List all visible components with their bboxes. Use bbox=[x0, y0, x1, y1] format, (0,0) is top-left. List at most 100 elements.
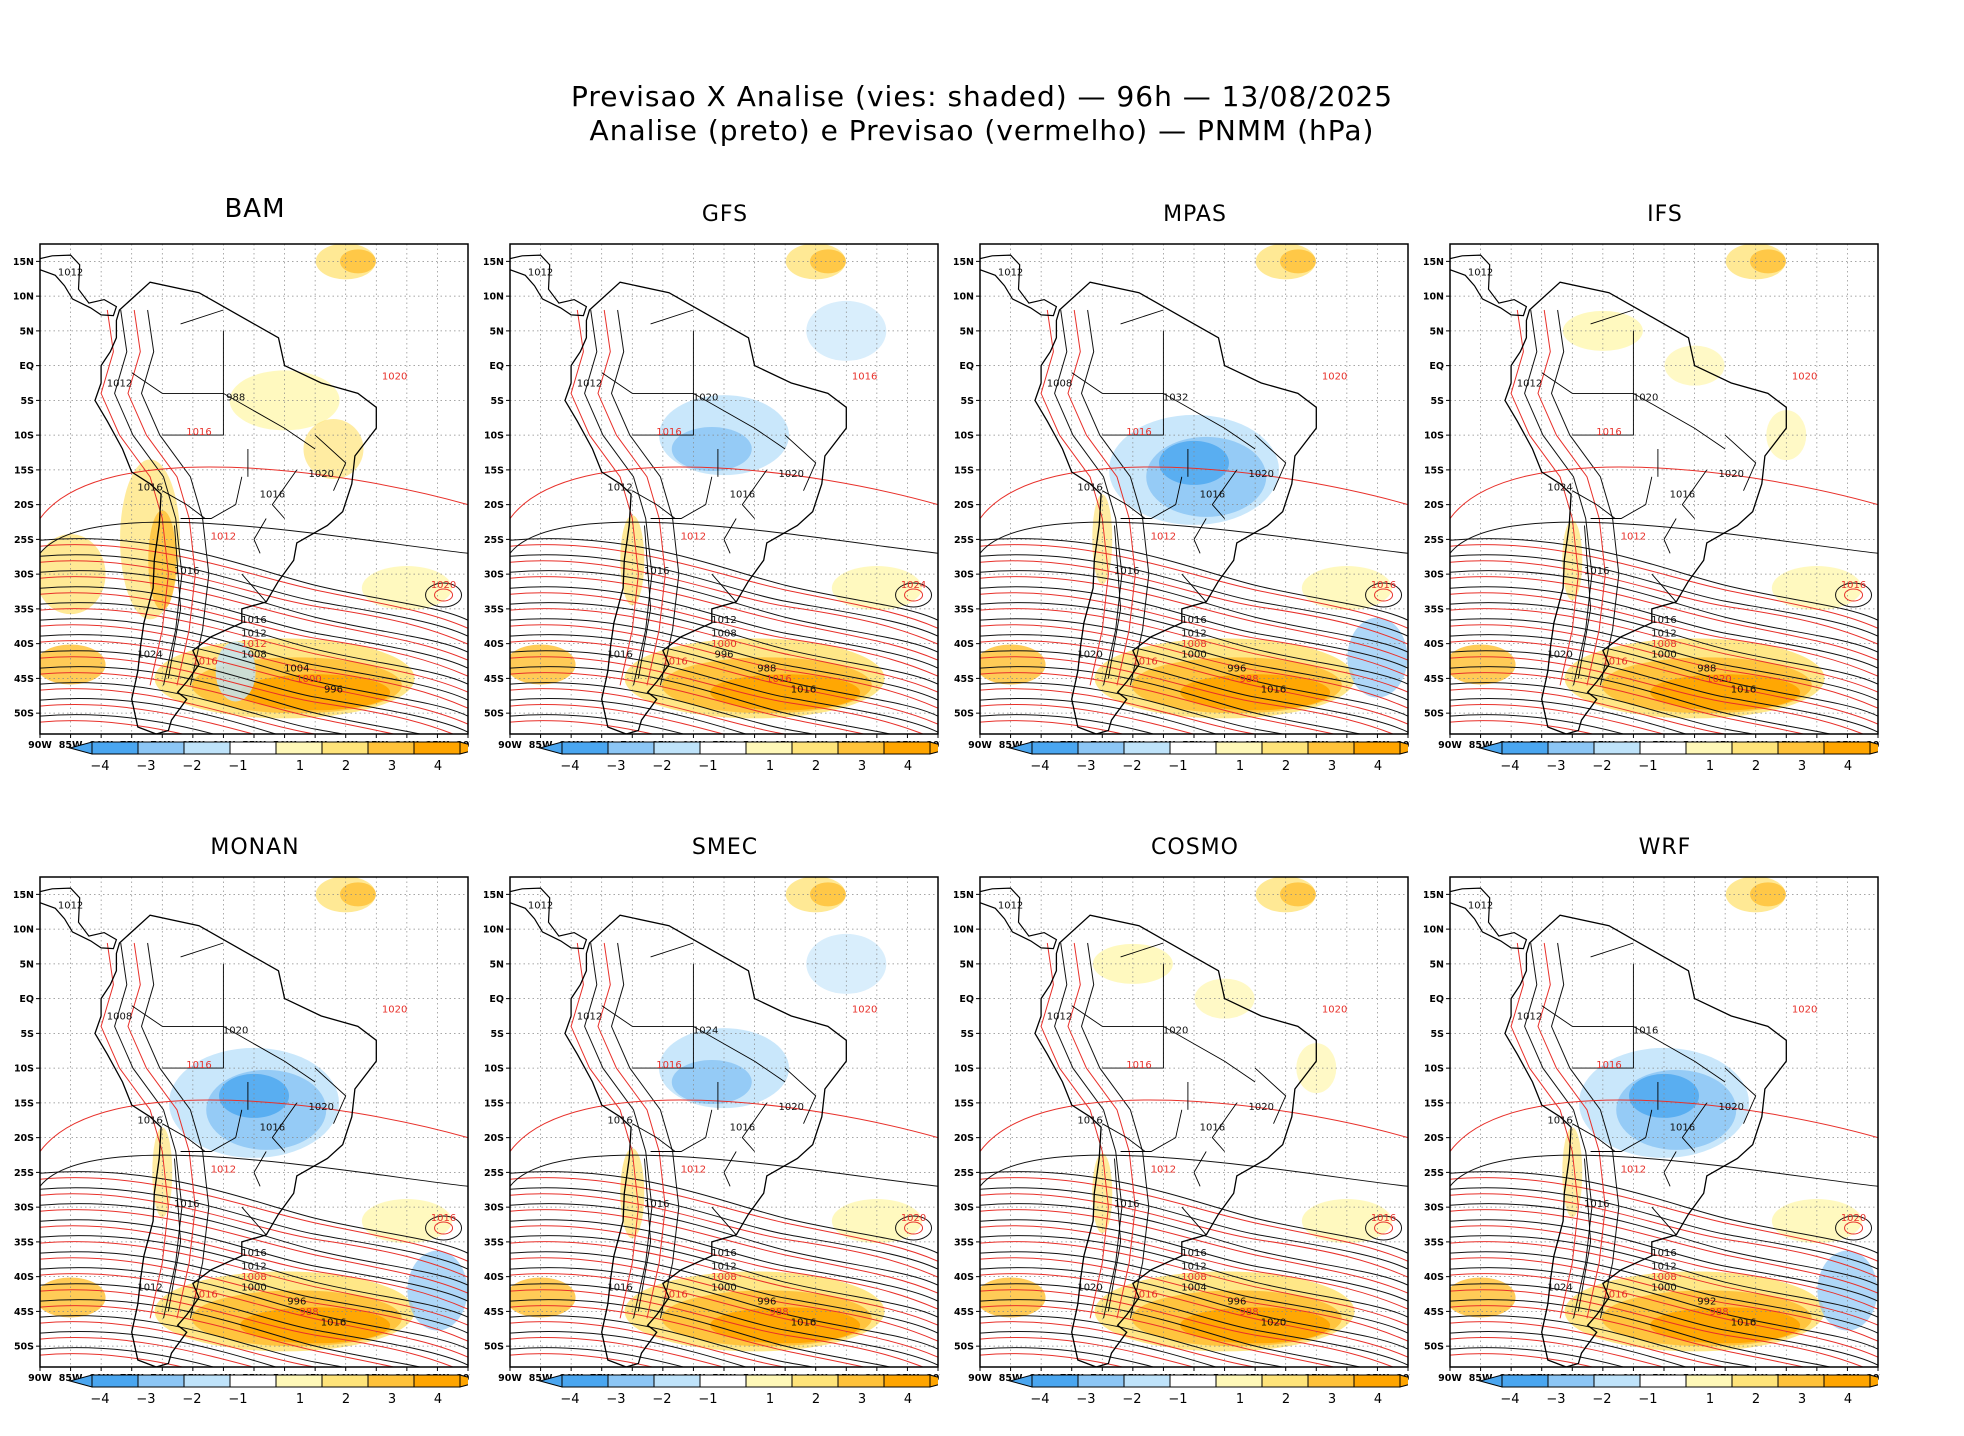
country-border bbox=[1590, 309, 1634, 325]
isobar-label: 1016 bbox=[137, 483, 162, 494]
colorbar-swatch bbox=[607, 741, 655, 755]
lat-tick-label: 5S bbox=[961, 396, 975, 407]
colorbar-label: 2 bbox=[1752, 1392, 1760, 1407]
analysis-isobar bbox=[40, 1347, 216, 1367]
isobar-label: 1012 bbox=[607, 483, 632, 494]
colorbar-label: −2 bbox=[182, 1392, 201, 1407]
lat-tick-label: 35S bbox=[484, 1237, 504, 1248]
isobar-label: 1016 bbox=[241, 1248, 266, 1259]
colorbar-swatch bbox=[837, 741, 885, 755]
map-monan: 1012101210081016101610161020102010161012… bbox=[13, 876, 470, 1384]
isobar-label: 1020 bbox=[693, 392, 718, 403]
isobar-label: 1016 bbox=[662, 656, 687, 667]
isobar-label: 1008 bbox=[1047, 378, 1072, 389]
colorbar-swatch bbox=[321, 741, 369, 755]
analysis-isobar bbox=[40, 1235, 468, 1318]
lat-tick-label: 10S bbox=[954, 431, 974, 442]
forecast-isobar bbox=[1040, 309, 1109, 686]
analysis-isobar bbox=[980, 1219, 1408, 1302]
colorbar-label: 2 bbox=[812, 759, 820, 774]
lat-tick-label: 5N bbox=[19, 326, 34, 337]
country-border bbox=[131, 1005, 163, 1027]
isobar-label: 1012 bbox=[711, 615, 736, 626]
country-border bbox=[601, 372, 633, 394]
isobar-label: 1000 bbox=[711, 639, 736, 650]
isobar-label: 1016 bbox=[186, 427, 211, 438]
analysis-isobar bbox=[1450, 714, 1626, 734]
lat-tick-label: 25S bbox=[954, 1168, 974, 1179]
colorbar-arrow-low bbox=[68, 741, 93, 755]
colorbar-swatch bbox=[1639, 1374, 1687, 1388]
lat-tick-label: 15S bbox=[954, 465, 974, 476]
colorbar-swatch bbox=[229, 741, 277, 755]
country-border bbox=[1572, 330, 1634, 436]
isobar-label: 1016 bbox=[1602, 656, 1627, 667]
isobar-label: 1012 bbox=[998, 900, 1023, 911]
country-border bbox=[632, 490, 676, 519]
analysis-isobar bbox=[980, 1267, 1408, 1350]
isobar-label: 1020 bbox=[1633, 392, 1658, 403]
coastline-central-america bbox=[980, 254, 1058, 317]
forecast-isobar bbox=[40, 608, 468, 693]
isobar-label: 1020 bbox=[1077, 1283, 1102, 1294]
lat-tick-label: 5N bbox=[959, 326, 974, 337]
colorbar-arrow-low bbox=[538, 1374, 563, 1388]
country-border bbox=[1120, 1109, 1183, 1152]
colorbar-swatch bbox=[1823, 1374, 1871, 1388]
country-border bbox=[1211, 1102, 1238, 1152]
lat-tick-label: 15S bbox=[484, 1098, 504, 1109]
country-border bbox=[1572, 490, 1616, 519]
isobar-label: 1024 bbox=[137, 650, 162, 661]
forecast-isobar bbox=[980, 608, 1408, 693]
lon-tick-label: 85W bbox=[999, 740, 1023, 751]
forecast-isobar bbox=[510, 656, 925, 734]
coastline-central-america bbox=[40, 887, 118, 950]
isobar-label: 1016 bbox=[1200, 1123, 1225, 1134]
forecast-isobar bbox=[1844, 1221, 1864, 1235]
country-border bbox=[650, 309, 694, 325]
panel-title: IFS bbox=[1647, 202, 1683, 227]
forecast-isobar bbox=[510, 1257, 938, 1342]
colorbar-swatch bbox=[1307, 1374, 1355, 1388]
forecast-isobar bbox=[510, 1177, 938, 1262]
isobar-label: 1020 bbox=[309, 469, 334, 480]
panel-title: MONAN bbox=[210, 835, 300, 860]
colorbar-swatch bbox=[1031, 741, 1079, 755]
colorbar-label: −1 bbox=[1168, 759, 1187, 774]
country-border bbox=[1577, 1158, 1592, 1312]
lat-tick-label: 40S bbox=[1424, 1272, 1444, 1283]
country-border bbox=[1590, 476, 1653, 519]
country-border bbox=[637, 525, 652, 679]
lat-tick-label: 5S bbox=[1431, 396, 1445, 407]
isobar-label: 1016 bbox=[1731, 1317, 1756, 1328]
isobar-label: 1016 bbox=[1077, 483, 1102, 494]
country-border bbox=[162, 1123, 206, 1152]
isobar-label: 1016 bbox=[1584, 1199, 1609, 1210]
colorbar-swatch bbox=[1501, 741, 1549, 755]
country-border bbox=[723, 1151, 737, 1187]
lon-tick-label: 90W bbox=[1438, 1373, 1462, 1384]
analysis-isobar bbox=[1054, 309, 1123, 686]
country-border bbox=[741, 1102, 768, 1152]
map-bam: 1012101210121016101610161020102010161012… bbox=[13, 243, 470, 751]
forecast-isobar bbox=[1450, 1099, 1878, 1152]
forecast-isobar bbox=[597, 942, 666, 1319]
coastline-south-america bbox=[94, 914, 377, 1367]
colorbar-swatch bbox=[837, 1374, 885, 1388]
colorbar-swatch bbox=[367, 741, 415, 755]
colorbar-swatch bbox=[791, 741, 839, 755]
panel-monan: MONAN 1012 1012 1008 1016 1016 1016 1020 1020 101… bbox=[0, 835, 470, 1435]
analysis-isobar bbox=[584, 309, 653, 686]
analysis-isobar bbox=[510, 521, 938, 554]
isobar-label: 1016 bbox=[186, 1060, 211, 1071]
forecast-isobar bbox=[980, 1257, 1408, 1342]
lat-tick-label: 25S bbox=[14, 1168, 34, 1179]
colorbar-label: −4 bbox=[1030, 759, 1049, 774]
analysis-isobar bbox=[1450, 666, 1833, 734]
country-border bbox=[1663, 518, 1677, 554]
colorbar: −4 −3 −2 −1 1 2 3 4 bbox=[538, 1374, 938, 1407]
lat-tick-label: EQ bbox=[489, 994, 504, 1005]
panel-mpas: MPAS 1012 1012 1008 1016 1016 1016 1020 1020 1016… bbox=[940, 202, 1410, 802]
lat-tick-label: 50S bbox=[14, 1342, 34, 1353]
isobar-label: 1016 bbox=[431, 1213, 456, 1224]
